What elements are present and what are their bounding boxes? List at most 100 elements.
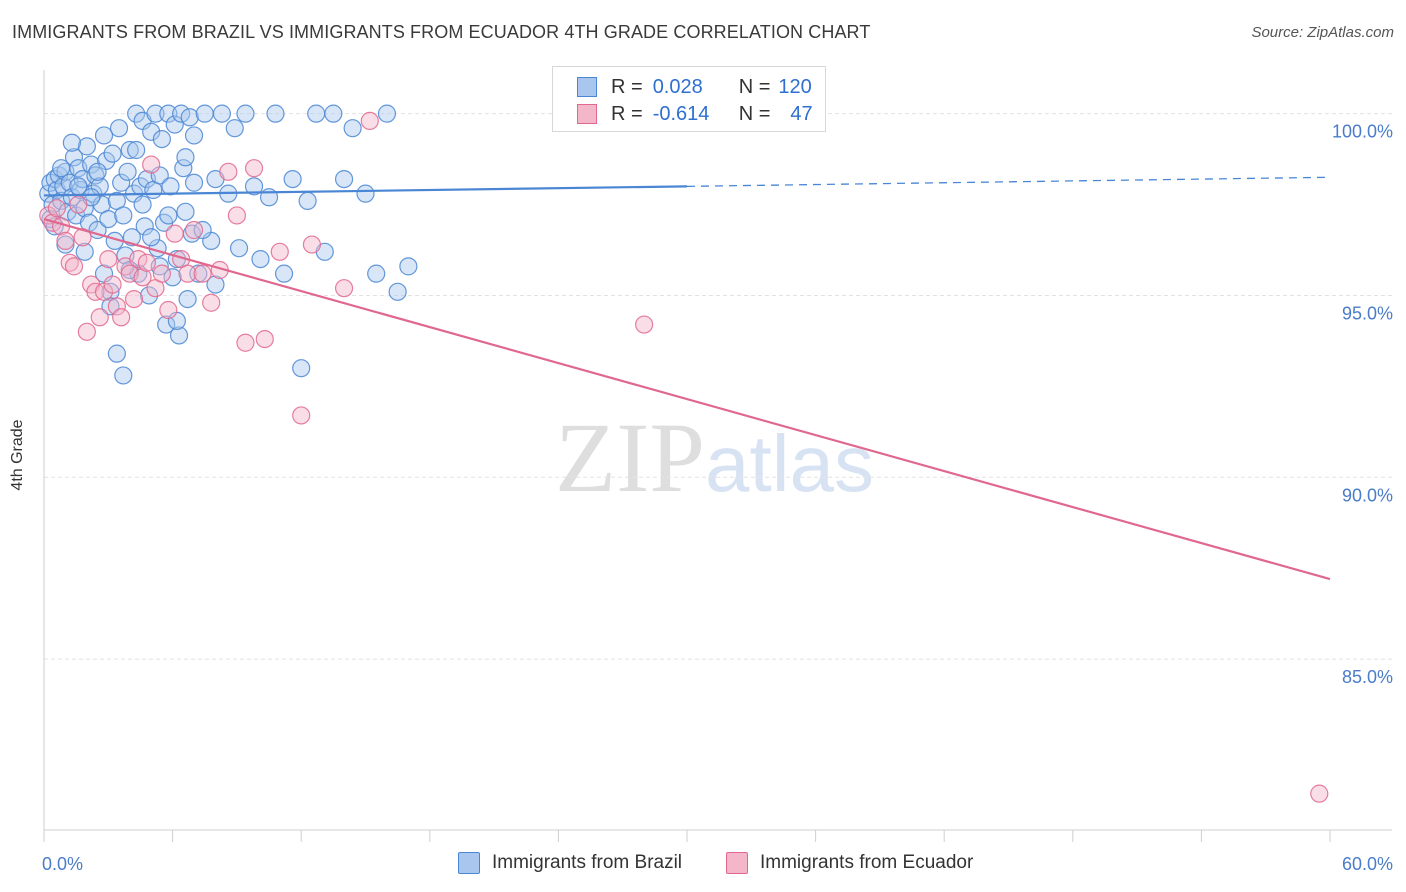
- brazil-trend-extension: [686, 176, 1331, 188]
- brazil-point: [133, 195, 152, 214]
- brazil-point: [157, 315, 176, 334]
- legend-n-label: N =: [738, 102, 771, 125]
- correlation-legend: R = 0.028 N = 120 R = -0.614 N = 47: [552, 66, 826, 132]
- brazil-point: [152, 129, 171, 149]
- brazil-point: [120, 140, 139, 160]
- brazil-point: [94, 126, 114, 145]
- brazil-point: [114, 366, 133, 385]
- ecuador-point: [244, 159, 264, 178]
- brazil-point: [176, 202, 195, 221]
- brazil-point: [107, 344, 126, 363]
- legend-swatch-brazil: [458, 852, 480, 874]
- trend-lines: [43, 176, 1331, 581]
- ecuador-point: [165, 224, 184, 243]
- ecuador-point: [56, 231, 75, 251]
- ecuador-point: [635, 315, 654, 334]
- brazil-point: [135, 217, 154, 236]
- brazil-point: [109, 119, 129, 138]
- ecuador-point: [69, 195, 88, 214]
- data-points: [39, 104, 1329, 803]
- x-tick-label: 0.0%: [42, 854, 83, 874]
- brazil-point: [388, 282, 407, 301]
- brazil-point: [77, 137, 96, 156]
- brazil-point: [189, 264, 208, 283]
- brazil-point: [163, 268, 182, 287]
- ecuador-point: [137, 253, 156, 272]
- ecuador-point: [270, 242, 289, 261]
- axes: [43, 70, 1392, 842]
- legend-swatch-ecuador: [726, 852, 748, 874]
- brazil-point: [88, 162, 107, 181]
- brazil-point: [64, 148, 84, 167]
- brazil-point: [139, 286, 159, 305]
- ecuador-point: [255, 329, 274, 349]
- watermark-atlas: atlas: [705, 419, 874, 508]
- tick-labels: 100.0% 95.0% 90.0% 85.0% 0.0% 60.0%: [42, 122, 1393, 874]
- ecuador-point: [152, 264, 171, 283]
- brazil-point: [298, 191, 317, 211]
- grid-lines: [44, 113, 1392, 660]
- x-tick-label: 60.0%: [1342, 854, 1393, 874]
- brazil-point: [307, 104, 326, 123]
- series-legend: Immigrants from Brazil Immigrants from E…: [0, 852, 1406, 876]
- brazil-point: [251, 249, 270, 269]
- brazil-point: [82, 155, 101, 174]
- brazil-point: [127, 104, 146, 123]
- brazil-point: [142, 228, 161, 247]
- brazil-point: [178, 289, 197, 309]
- ecuador-point: [159, 300, 178, 320]
- brazil-point: [206, 275, 225, 294]
- ecuador-point: [107, 297, 126, 316]
- brazil-point: [343, 119, 362, 138]
- ecuador-point: [334, 279, 354, 298]
- legend-item-ecuador: Immigrants from Ecuador: [726, 852, 973, 874]
- brazil-point: [176, 148, 195, 167]
- ecuador-point: [193, 264, 212, 283]
- brazil-point: [212, 104, 231, 123]
- brazil-point: [112, 173, 131, 192]
- brazil-point: [184, 126, 204, 145]
- y-tick-label: 95.0%: [1342, 303, 1393, 323]
- legend-swatch-brazil: [577, 77, 597, 97]
- brazil-point: [225, 119, 244, 138]
- brazil-trend-line: [43, 185, 688, 197]
- brazil-point: [75, 242, 94, 261]
- brazil-point: [99, 209, 118, 229]
- legend-label-brazil: Immigrants from Brazil: [492, 852, 683, 873]
- brazil-point: [292, 359, 311, 378]
- legend-swatch-ecuador: [577, 104, 597, 124]
- brazil-point: [274, 264, 294, 283]
- brazil-point: [266, 104, 285, 123]
- ecuador-point: [112, 308, 131, 327]
- brazil-point: [118, 162, 137, 181]
- legend-item-brazil: Immigrants from Brazil: [458, 852, 682, 874]
- brazil-point: [324, 104, 343, 123]
- brazil-point: [114, 206, 133, 225]
- y-tick-label: 85.0%: [1342, 667, 1393, 687]
- brazil-point: [159, 104, 178, 123]
- chart-title: IMMIGRANTS FROM BRAZIL VS IMMIGRANTS FRO…: [12, 22, 871, 42]
- ecuador-point: [360, 111, 379, 131]
- brazil-point: [195, 104, 214, 123]
- brazil-point: [356, 184, 375, 203]
- brazil-point: [229, 239, 249, 258]
- brazil-point: [244, 177, 264, 196]
- ecuador-point: [133, 268, 152, 287]
- brazil-point: [367, 264, 386, 283]
- brazil-point: [334, 169, 354, 189]
- ecuador-point: [99, 249, 118, 269]
- ecuador-point: [292, 406, 311, 425]
- brazil-point: [52, 159, 71, 178]
- brazil-point: [180, 108, 199, 127]
- brazil-point: [159, 206, 178, 225]
- ecuador-point: [202, 293, 221, 312]
- ecuador-point: [236, 333, 255, 352]
- y-tick-label: 90.0%: [1342, 485, 1393, 505]
- legend-r-value: 0.028: [652, 75, 703, 98]
- ecuador-point: [302, 235, 322, 254]
- legend-row-brazil: R = 0.028 N = 120: [577, 76, 812, 98]
- ecuador-point: [90, 308, 109, 327]
- ecuador-point: [219, 162, 238, 181]
- ecuador-point: [142, 155, 161, 174]
